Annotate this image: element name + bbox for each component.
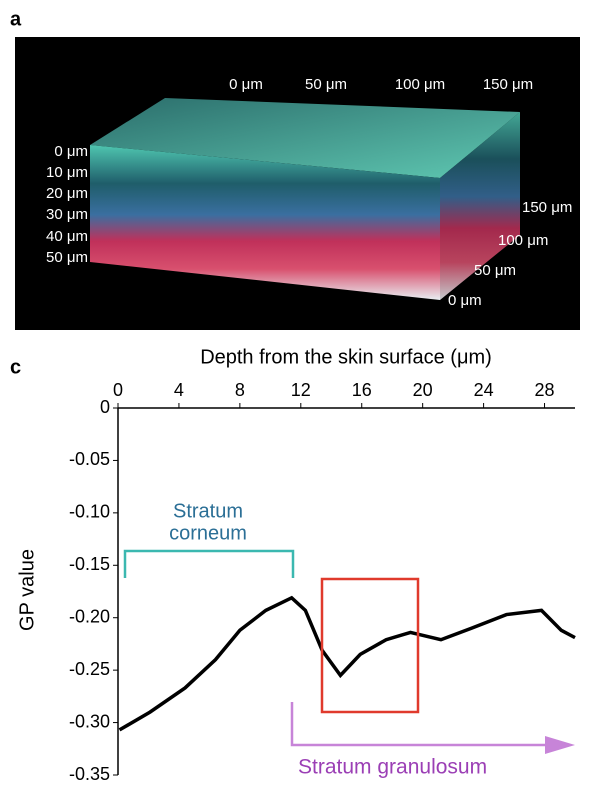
y-tick-label: -0.10 — [69, 502, 110, 522]
depth-label-left: 30 μm — [46, 206, 88, 223]
depth-label-top: 150 μm — [483, 76, 533, 93]
depth-label-left: 50 μm — [46, 249, 88, 266]
highlight-box — [322, 579, 418, 712]
depth-label-left: 20 μm — [46, 185, 88, 202]
depth-label-top: 50 μm — [305, 76, 347, 93]
y-tick-label: -0.25 — [69, 659, 110, 679]
depth-label-left: 40 μm — [46, 228, 88, 245]
x-tick-label: 20 — [413, 380, 433, 400]
x-tick-label: 16 — [352, 380, 372, 400]
corneum-label: corneum — [169, 522, 247, 544]
x-tick-label: 0 — [113, 380, 123, 400]
y-axis-title: GP value — [16, 549, 38, 631]
panel-letter: a — [10, 8, 22, 30]
y-tick-label: -0.35 — [69, 764, 110, 783]
depth-label-right: 50 μm — [474, 262, 516, 279]
y-tick-label: -0.20 — [69, 606, 110, 626]
x-tick-label: 12 — [291, 380, 311, 400]
data-line — [120, 598, 575, 730]
y-tick-label: -0.30 — [69, 711, 110, 731]
y-tick-label: -0.15 — [69, 554, 110, 574]
y-tick-label: -0.05 — [69, 449, 110, 469]
x-tick-label: 28 — [535, 380, 555, 400]
depth-label-right: 150 μm — [522, 199, 572, 216]
granulosum-label: Stratum granulosum — [298, 756, 487, 779]
depth-label-top: 100 μm — [395, 76, 445, 93]
x-tick-label: 24 — [474, 380, 494, 400]
y-tick-label: 0 — [100, 397, 110, 417]
figure: a 0 μm 50 μm 100 μm 150 μm 0 μm 10 μm 20 μm 30 … — [0, 0, 595, 783]
depth-label-top: 0 μm — [229, 76, 263, 93]
corneum-label: Stratum — [173, 500, 243, 522]
x-tick-label: 8 — [235, 380, 245, 400]
depth-label-right: 0 μm — [448, 292, 482, 309]
depth-label-left: 10 μm — [46, 164, 88, 181]
x-tick-label: 4 — [174, 380, 184, 400]
granulosum-arrow — [292, 702, 552, 745]
corneum-bracket — [125, 551, 293, 578]
x-axis-title: Depth from the skin surface (μm) — [200, 346, 492, 368]
panel-letter: c — [10, 356, 21, 378]
depth-label-left: 0 μm — [54, 143, 88, 160]
depth-label-right: 100 μm — [498, 232, 548, 249]
granulosum-arrowhead — [545, 736, 575, 754]
